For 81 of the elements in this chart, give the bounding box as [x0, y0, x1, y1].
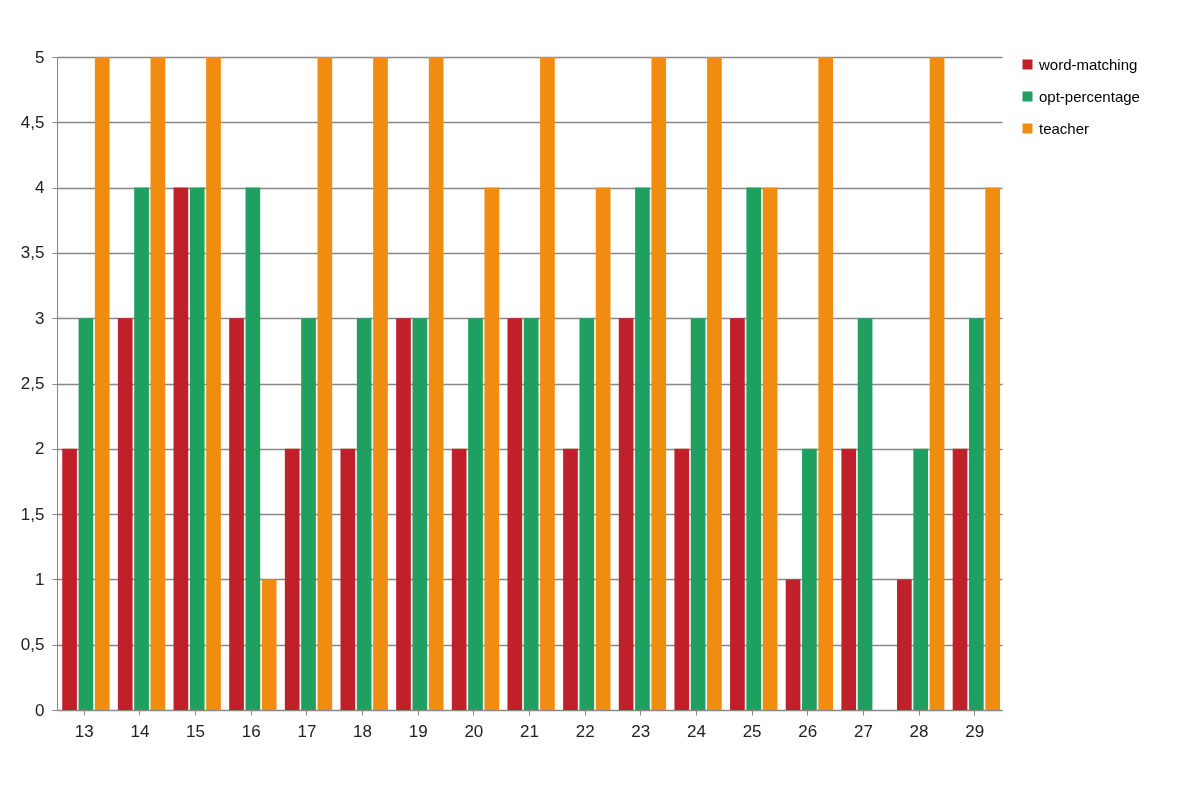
legend-label: word-matching: [1038, 55, 1138, 73]
bar: [117, 318, 133, 710]
bar: [229, 318, 244, 710]
x-tick-label: 17: [297, 721, 317, 741]
bar: [635, 187, 650, 710]
bar: [284, 448, 300, 710]
bar: [523, 318, 539, 710]
bar: [189, 187, 205, 710]
y-tick-label: 3: [35, 308, 45, 328]
bar: [245, 187, 261, 710]
y-tick-label: 1,5: [20, 504, 45, 524]
bar: [78, 318, 94, 710]
x-tick-label: 19: [408, 721, 428, 741]
y-tick-label: 3,5: [20, 243, 45, 263]
bar: [62, 448, 77, 710]
bar: [373, 57, 388, 710]
bar: [150, 57, 166, 710]
bar: [507, 318, 523, 710]
legend-label: opt-percentage: [1039, 87, 1140, 105]
y-tick-label: 0,5: [20, 635, 45, 655]
y-tick-label: 2: [35, 439, 45, 459]
x-tick-label: 23: [631, 721, 651, 741]
x-tick-label: 18: [353, 721, 372, 741]
bar: [651, 57, 667, 710]
bar: [206, 57, 221, 710]
x-tick-label: 15: [186, 721, 206, 741]
x-tick-label: 13: [74, 721, 94, 741]
x-tick-label: 22: [575, 721, 595, 741]
bar: [969, 318, 984, 710]
bar: [94, 57, 110, 710]
bar: [929, 57, 945, 710]
y-tick-label: 4: [35, 178, 45, 198]
x-tick-label: 26: [798, 721, 818, 741]
y-tick-label: 0: [35, 700, 45, 720]
bar: [451, 448, 467, 710]
bar: [173, 187, 189, 710]
bar: [317, 57, 333, 710]
x-tick-label: 25: [742, 721, 762, 741]
bar: [579, 318, 595, 710]
bar: [301, 318, 316, 710]
bar: [913, 448, 929, 710]
bar: [595, 187, 611, 710]
bar: [762, 187, 778, 710]
bar: [707, 57, 722, 710]
bar: [563, 448, 578, 710]
bar: [356, 318, 372, 710]
x-tick-label: 28: [909, 721, 929, 741]
bar: [468, 318, 483, 710]
x-tick-label: 16: [241, 721, 261, 741]
y-tick-label: 4,5: [20, 112, 45, 132]
bar: [785, 579, 801, 710]
x-tick-label: 20: [464, 721, 484, 741]
bar: [428, 57, 444, 710]
bar: [261, 579, 277, 710]
bar: [540, 57, 555, 710]
bar: [674, 448, 690, 710]
legend-label: teacher: [1039, 119, 1090, 137]
x-tick-label: 24: [687, 721, 706, 741]
bar: [857, 318, 873, 710]
bar: [396, 318, 411, 710]
bar: [985, 187, 1001, 710]
bar: [952, 448, 968, 710]
x-tick-label: 21: [520, 721, 539, 741]
bar: [618, 318, 634, 710]
bar: [340, 448, 356, 710]
y-tick-label: 1: [35, 569, 45, 589]
x-tick-label: 14: [130, 721, 150, 741]
bar: [730, 318, 745, 710]
x-tick-label: 27: [853, 721, 873, 741]
x-tick-label: 29: [965, 721, 985, 741]
bar: [484, 187, 500, 710]
bar: [841, 448, 857, 710]
bar: [412, 318, 428, 710]
bar: [802, 448, 817, 710]
y-tick-label: 2,5: [20, 374, 45, 393]
bar: [897, 579, 912, 710]
bar: [134, 187, 149, 710]
bar: [818, 57, 834, 710]
y-tick-label: 5: [35, 47, 45, 67]
bar: [690, 318, 706, 710]
bar: [746, 187, 762, 710]
